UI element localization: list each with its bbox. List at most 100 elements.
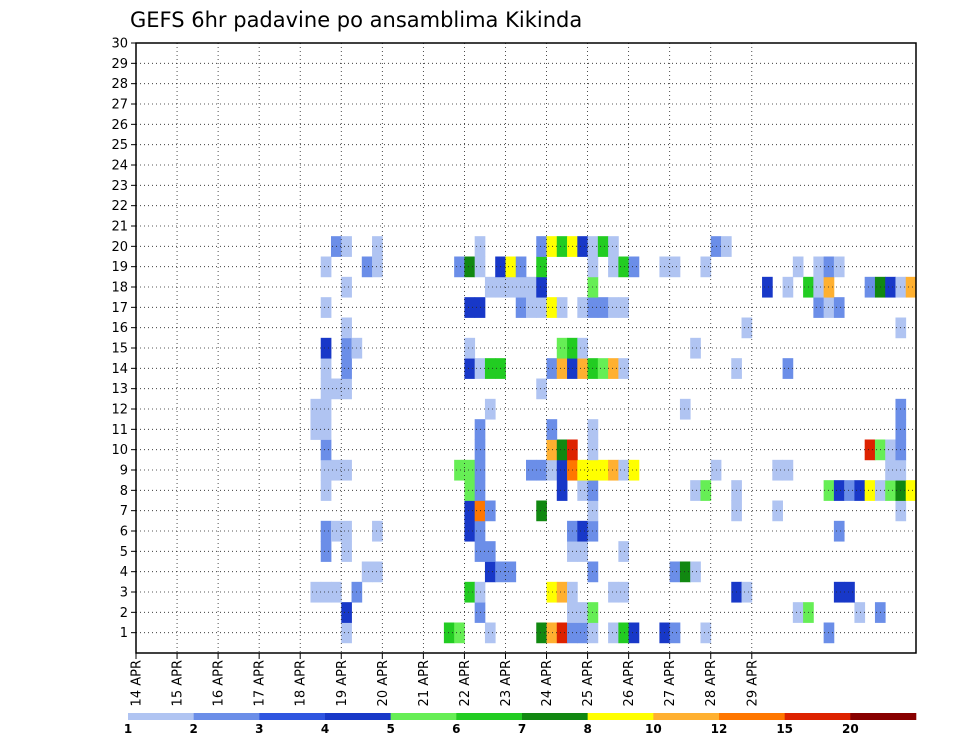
heatmap-cell xyxy=(597,358,609,379)
heatmap-cell xyxy=(618,541,630,562)
colorbar-swatch xyxy=(719,713,785,720)
heatmap-cell xyxy=(690,480,701,501)
heatmap-cell xyxy=(813,256,825,278)
heatmap-cell xyxy=(372,520,383,542)
heatmap-cell xyxy=(341,337,352,359)
x-tick-label: 19 APR xyxy=(335,660,350,706)
y-tick-label: 20 xyxy=(111,240,128,255)
heatmap-cell xyxy=(464,256,476,278)
heatmap-cell xyxy=(320,358,332,379)
colorbar-swatch xyxy=(522,713,588,720)
heatmap-cell xyxy=(608,581,619,603)
heatmap-cell xyxy=(577,602,588,623)
colorbar-swatch xyxy=(259,713,326,720)
heatmap-cell xyxy=(361,561,373,583)
heatmap-cell xyxy=(628,256,640,278)
heatmap-cell xyxy=(577,520,588,542)
heatmap-cell xyxy=(833,480,845,501)
heatmap-cell xyxy=(515,276,527,298)
colorbar-label: 20 xyxy=(842,722,859,736)
colorbar-swatch xyxy=(850,713,917,720)
heatmap-cell xyxy=(536,500,547,522)
x-tick-label: 25 APR xyxy=(581,660,596,706)
heatmap-cell xyxy=(536,236,547,257)
heatmap-cell xyxy=(505,276,517,298)
heatmap-cell xyxy=(372,561,383,583)
heatmap-cell xyxy=(577,459,588,481)
heatmap-cell xyxy=(577,541,588,562)
y-tick-label: 22 xyxy=(111,199,128,214)
heatmap-cell xyxy=(628,459,640,481)
heatmap-cell xyxy=(320,378,332,400)
heatmap-cell xyxy=(320,256,332,278)
heatmap-cell xyxy=(505,256,517,278)
heatmap-cell xyxy=(464,297,476,318)
heatmap-cell xyxy=(833,297,845,318)
heatmap-cell xyxy=(464,500,476,522)
heatmap-cell xyxy=(885,276,896,298)
y-tick-label: 2 xyxy=(120,606,128,621)
heatmap-cell xyxy=(320,337,332,359)
heatmap-cell xyxy=(741,317,753,339)
heatmap-cell xyxy=(597,297,609,318)
heatmap-cell xyxy=(341,276,352,298)
y-tick-label: 23 xyxy=(111,179,128,194)
y-tick-label: 12 xyxy=(111,403,128,418)
heatmap-cell xyxy=(556,236,568,257)
heatmap-cell xyxy=(556,337,568,359)
heatmap-cell xyxy=(608,358,619,379)
heatmap-cell xyxy=(885,439,896,461)
heatmap-cell xyxy=(700,622,712,644)
y-tick-label: 27 xyxy=(111,98,128,113)
heatmap-cell xyxy=(813,297,825,318)
x-tick-label: 17 APR xyxy=(253,660,268,706)
grid-lines xyxy=(135,42,916,653)
heatmap-cell xyxy=(618,581,630,603)
colorbar-swatch xyxy=(325,713,391,720)
x-tick-label: 21 APR xyxy=(417,660,432,706)
x-tick-label: 14 APR xyxy=(130,660,145,706)
colorbar-swatch xyxy=(128,713,194,720)
heatmap-cell xyxy=(905,480,917,501)
heatmap-cell xyxy=(341,622,352,644)
heatmap-cell xyxy=(320,581,332,603)
x-tick-label: 22 APR xyxy=(458,660,473,706)
colorbar-swatch xyxy=(390,713,457,720)
heatmap-cell xyxy=(484,398,496,420)
heatmap-cell xyxy=(546,459,558,481)
y-tick-label: 18 xyxy=(111,281,128,296)
heatmap-cell xyxy=(669,256,681,278)
heatmap-cell xyxy=(577,297,588,318)
heatmap-cell xyxy=(341,378,352,400)
y-tick-label: 13 xyxy=(111,382,128,397)
x-axis-ticks: 14 APR 15 APR 16 APR 17 APR 18 APR 19 APR 20 A… xyxy=(130,653,760,706)
colorbar-label: 4 xyxy=(321,722,329,736)
heatmap-cell xyxy=(464,337,476,359)
heatmap-cell xyxy=(536,276,547,298)
heatmap-cell xyxy=(320,480,332,501)
colorbar-label: 1 xyxy=(124,722,132,736)
heatmap-cell xyxy=(556,459,568,481)
colorbar: 1 2 3 4 5 6 7 8 10 12 15 20 xyxy=(124,713,917,736)
heatmap-cell xyxy=(536,256,547,278)
heatmap-cell xyxy=(905,276,917,298)
x-tick-label: 15 APR xyxy=(171,660,186,706)
colorbar-label: 2 xyxy=(189,722,197,736)
colorbar-label: 10 xyxy=(645,722,662,736)
y-tick-label: 11 xyxy=(111,423,128,438)
heatmap-cell xyxy=(546,581,558,603)
heatmap-cell xyxy=(526,459,537,481)
heatmap-cell xyxy=(833,256,845,278)
heatmap-cell xyxy=(361,256,373,278)
colorbar-swatch xyxy=(456,713,523,720)
y-tick-label: 5 xyxy=(120,545,128,560)
heatmap-cell xyxy=(782,459,794,481)
heatmap-cell xyxy=(454,459,465,481)
heatmap-cell xyxy=(310,581,322,603)
heatmap-cell xyxy=(792,256,804,278)
heatmap-cell xyxy=(341,520,352,542)
heatmap-cell xyxy=(854,480,866,501)
colorbar-label: 12 xyxy=(711,722,728,736)
heatmap-cell xyxy=(679,398,691,420)
